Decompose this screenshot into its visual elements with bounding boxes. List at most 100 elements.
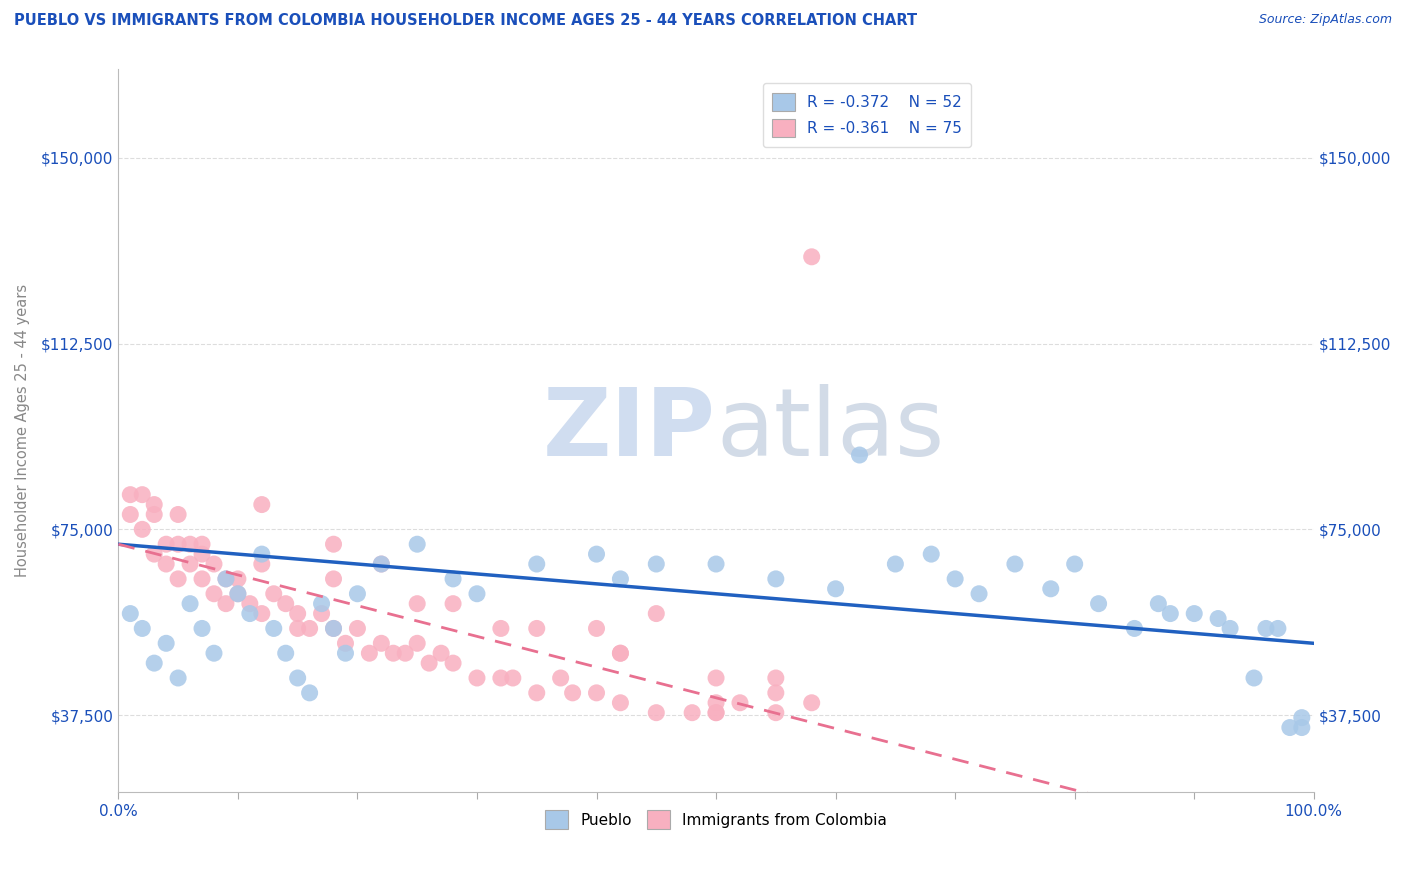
Point [765, 671, 787, 685]
Point [943, 572, 966, 586]
Point [1254, 622, 1277, 636]
Point [406, 537, 429, 551]
Point [250, 557, 273, 571]
Point [848, 448, 870, 462]
Point [202, 557, 225, 571]
Point [418, 656, 440, 670]
Point [335, 636, 357, 650]
Point [311, 597, 333, 611]
Point [704, 706, 727, 720]
Point [609, 572, 631, 586]
Point [131, 522, 153, 536]
Point [800, 250, 823, 264]
Point [765, 706, 787, 720]
Point [179, 597, 201, 611]
Point [1004, 557, 1026, 571]
Point [322, 572, 344, 586]
Point [645, 557, 668, 571]
Point [167, 537, 190, 551]
Point [550, 671, 572, 685]
Point [585, 622, 607, 636]
Point [394, 646, 416, 660]
Point [609, 646, 631, 660]
Point [645, 607, 668, 621]
Point [179, 557, 201, 571]
Point [250, 547, 273, 561]
Point [191, 572, 214, 586]
Point [1278, 721, 1301, 735]
Point [765, 686, 787, 700]
Point [609, 646, 631, 660]
Point [920, 547, 942, 561]
Point [406, 597, 429, 611]
Point [370, 557, 392, 571]
Point [609, 696, 631, 710]
Point [322, 622, 344, 636]
Point [167, 572, 190, 586]
Point [526, 686, 548, 700]
Point [370, 636, 392, 650]
Point [131, 488, 153, 502]
Point [167, 508, 190, 522]
Point [155, 636, 177, 650]
Point [322, 622, 344, 636]
Point [884, 557, 907, 571]
Point [287, 607, 309, 621]
Point [1039, 582, 1062, 596]
Text: ZIP: ZIP [543, 384, 716, 476]
Text: Source: ZipAtlas.com: Source: ZipAtlas.com [1258, 13, 1392, 27]
Point [1291, 711, 1313, 725]
Point [704, 671, 727, 685]
Point [681, 706, 703, 720]
Point [441, 656, 464, 670]
Point [1219, 622, 1241, 636]
Point [263, 587, 285, 601]
Point [1159, 607, 1181, 621]
Point [179, 537, 201, 551]
Point [824, 582, 846, 596]
Point [155, 557, 177, 571]
Point [250, 607, 273, 621]
Point [1063, 557, 1085, 571]
Point [645, 706, 668, 720]
Point [215, 597, 238, 611]
Point [239, 607, 262, 621]
Point [298, 686, 321, 700]
Point [226, 587, 249, 601]
Point [465, 587, 488, 601]
Point [322, 537, 344, 551]
Point [143, 508, 166, 522]
Point [1243, 671, 1265, 685]
Point [441, 597, 464, 611]
Text: atlas: atlas [716, 384, 945, 476]
Point [120, 607, 142, 621]
Point [274, 646, 297, 660]
Point [728, 696, 751, 710]
Point [131, 622, 153, 636]
Point [143, 656, 166, 670]
Point [346, 622, 368, 636]
Point [359, 646, 381, 660]
Point [1182, 607, 1205, 621]
Point [120, 488, 142, 502]
Point [1206, 611, 1229, 625]
Point [202, 587, 225, 601]
Point [502, 671, 524, 685]
Point [311, 607, 333, 621]
Point [1087, 597, 1109, 611]
Point [406, 636, 429, 650]
Point [143, 498, 166, 512]
Point [704, 696, 727, 710]
Point [561, 686, 583, 700]
Point [800, 696, 823, 710]
Point [263, 622, 285, 636]
Y-axis label: Householder Income Ages 25 - 44 years: Householder Income Ages 25 - 44 years [15, 284, 30, 577]
Point [346, 587, 368, 601]
Point [526, 622, 548, 636]
Point [441, 572, 464, 586]
Point [704, 706, 727, 720]
Point [585, 686, 607, 700]
Point [967, 587, 990, 601]
Point [191, 537, 214, 551]
Point [202, 646, 225, 660]
